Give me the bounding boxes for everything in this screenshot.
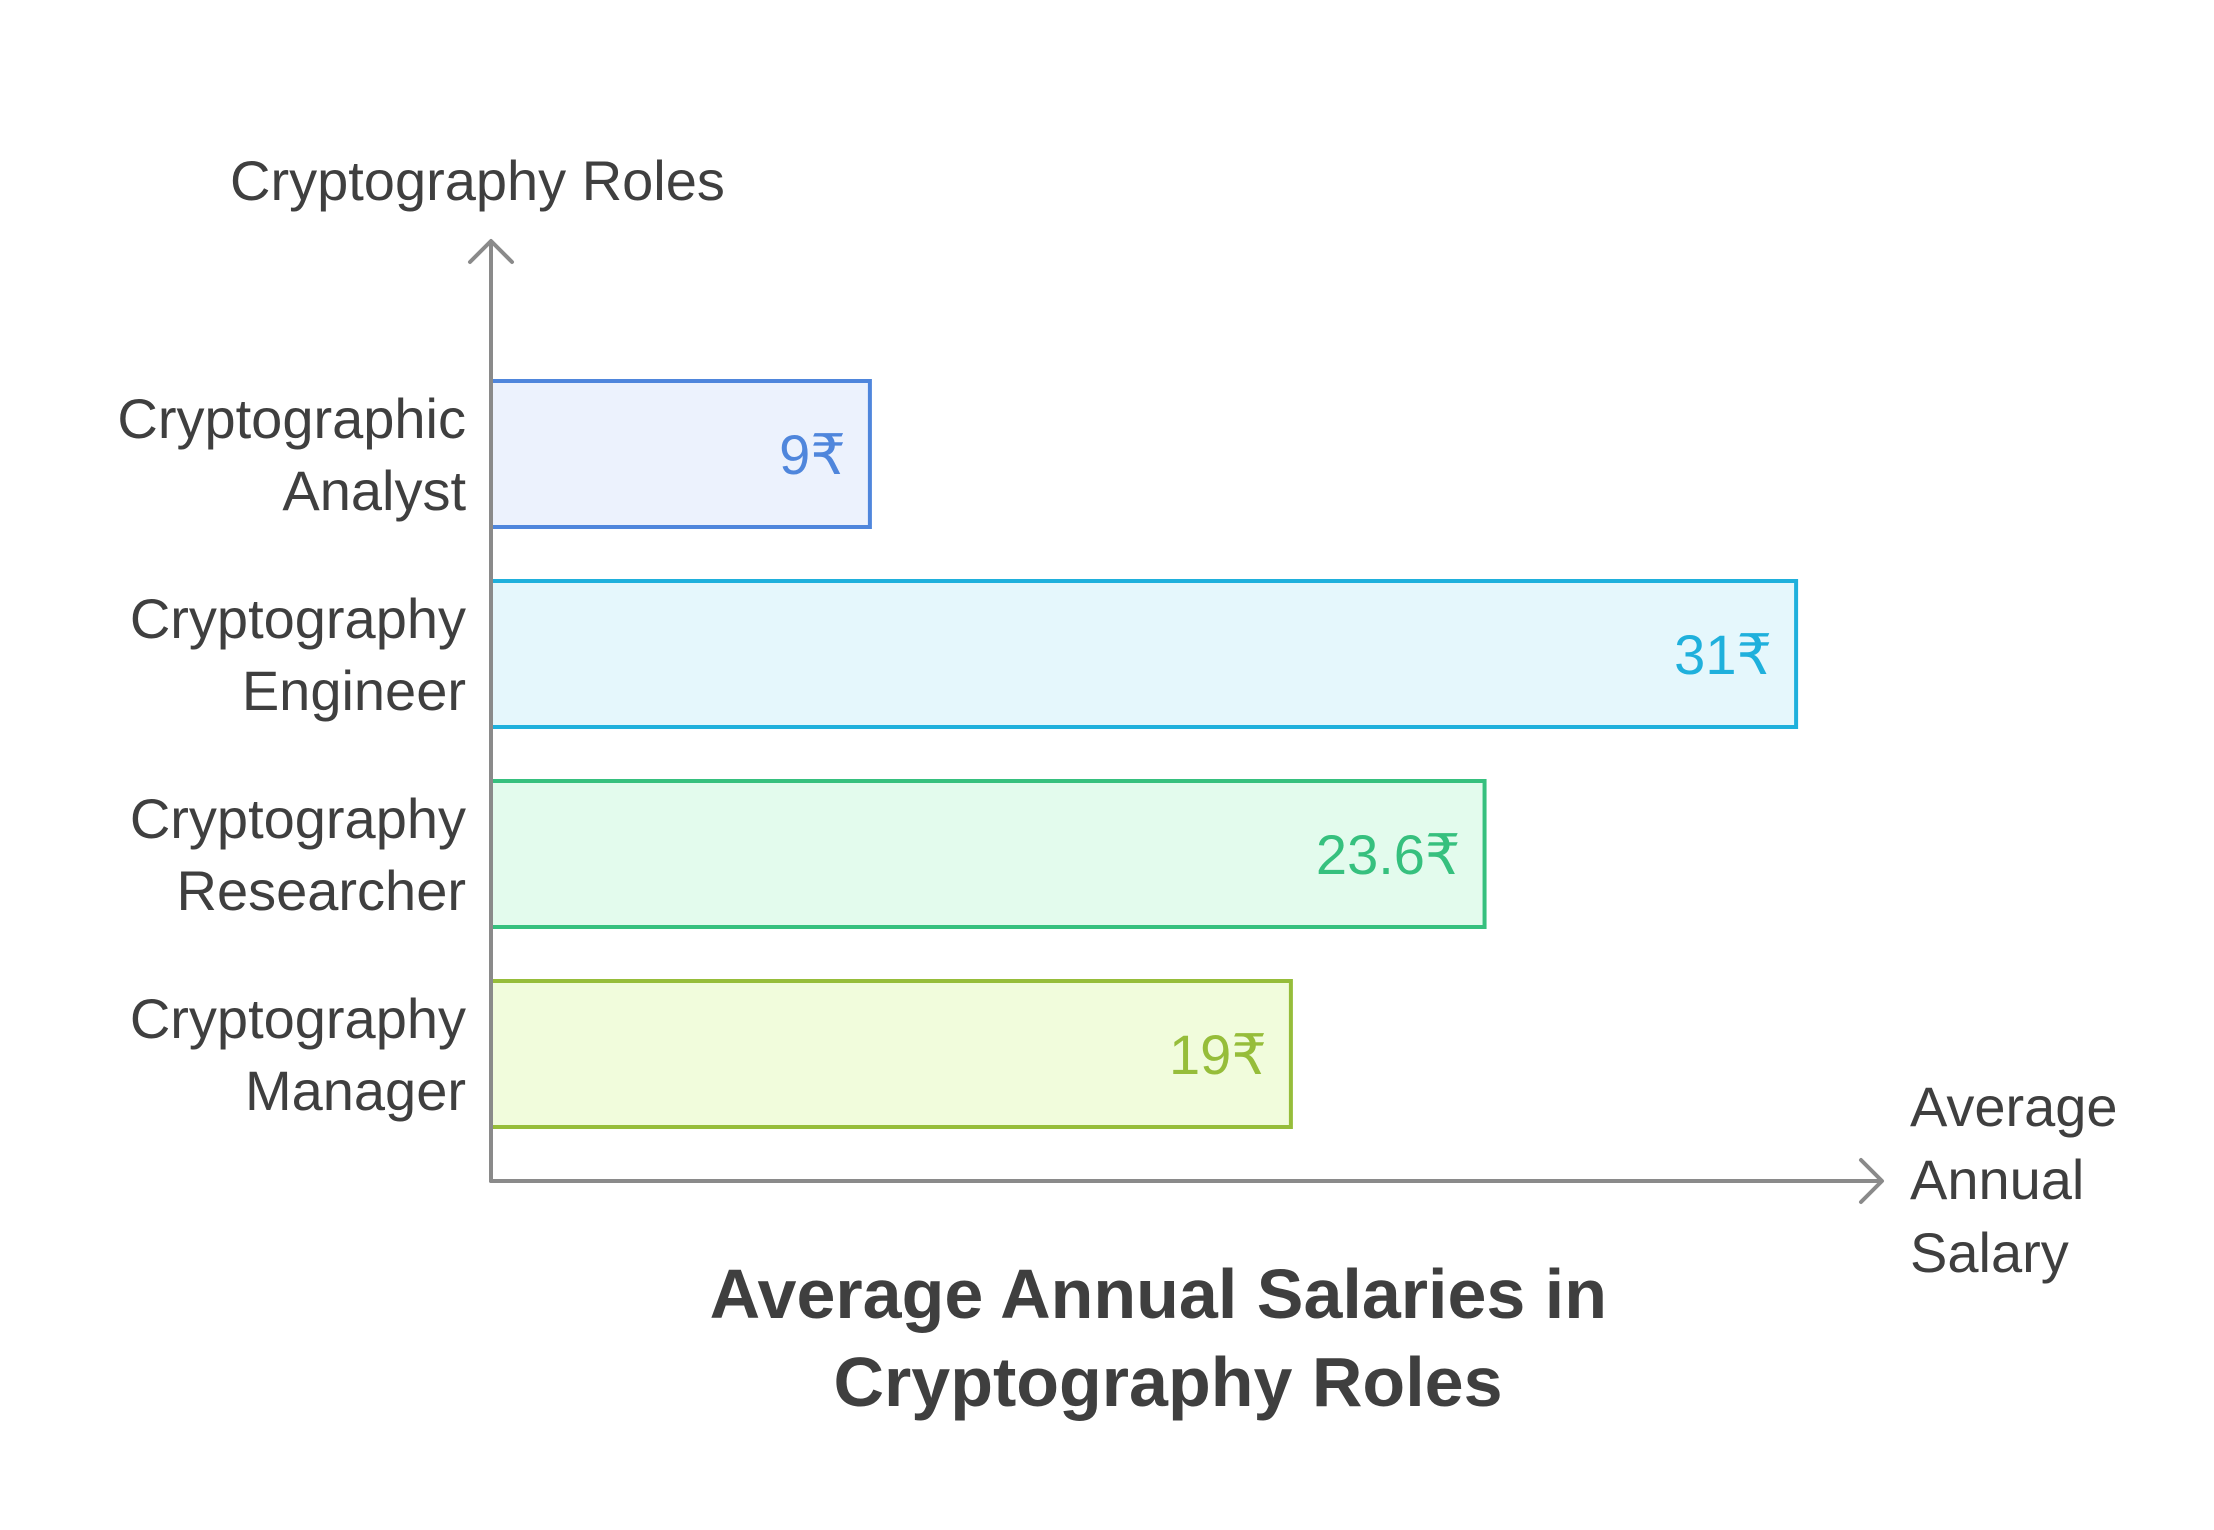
category-label-1-line-0: Cryptography [130, 587, 466, 650]
category-label-3-line-1: Manager [245, 1059, 466, 1122]
bar-2 [489, 779, 1487, 929]
x-axis-title-line-1: Average [1910, 1075, 2118, 1138]
category-label-1: Cryptography Engineer [130, 587, 466, 722]
x-axis [489, 1158, 1884, 1204]
x-axis-title-line-3: Salary [1910, 1221, 2069, 1284]
bars-layer [489, 379, 1799, 1129]
chart-title-line-1: Average Annual Salaries in [710, 1255, 1607, 1333]
bar-1 [489, 579, 1799, 729]
category-label-0-line-0: Cryptographic [117, 387, 466, 450]
x-axis-title: Average Annual Salary [1910, 1075, 2133, 1284]
bar-value-label-3: 19₹ [1169, 1023, 1267, 1086]
category-label-3: Cryptography Manager [130, 987, 466, 1122]
bar-value-label-0: 9₹ [779, 423, 846, 486]
category-label-2-line-0: Cryptography [130, 787, 466, 850]
category-label-2: Cryptography Researcher [130, 787, 466, 922]
chart-title: Average Annual Salaries in Cryptography … [710, 1255, 1627, 1421]
category-label-0-line-1: Analyst [282, 459, 466, 522]
bar-value-label-2: 23.6₹ [1316, 823, 1461, 886]
bar-0 [489, 379, 872, 529]
category-label-2-line-1: Researcher [177, 859, 466, 922]
labels-layer: 9₹ Cryptographic Analyst 31₹ Cryptography Eng… [117, 387, 1772, 1122]
category-label-1-line-1: Engineer [242, 659, 466, 722]
y-axis [468, 239, 514, 1183]
category-label-3-line-0: Cryptography [130, 987, 466, 1050]
x-axis-arrow-icon [1859, 1158, 1884, 1204]
y-axis-arrow-icon [468, 239, 514, 264]
bar-3 [489, 979, 1293, 1129]
category-label-0: Cryptographic Analyst [117, 387, 466, 522]
bar-value-label-1: 31₹ [1674, 623, 1772, 686]
chart-title-line-2: Cryptography Roles [834, 1343, 1503, 1421]
x-axis-title-line-2: Annual [1910, 1148, 2084, 1211]
y-axis-title: Cryptography Roles [230, 149, 725, 212]
